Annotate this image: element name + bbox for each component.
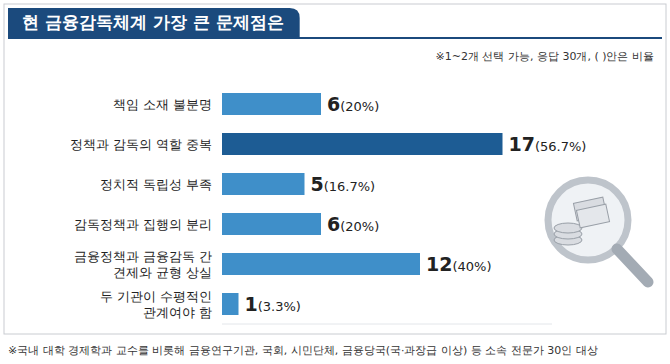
x-axis-line [222, 324, 552, 325]
footnote: ※국내 대학 경제학과 교수를 비롯해 금융연구기관, 국회, 시민단체, 금융… [8, 344, 598, 357]
bar [222, 293, 239, 315]
data-label: 6(20%) [327, 213, 379, 235]
category-label: 감독정책과 집행의 분리 [74, 217, 212, 232]
title: 현 금융감독체계 가장 큰 문제점은 [22, 12, 284, 32]
bills [576, 204, 609, 228]
frame [4, 4, 666, 334]
bars [222, 93, 503, 315]
category-label: 책임 소재 불분명 [113, 97, 212, 112]
bar [222, 213, 321, 235]
data-label: 1(3.3%) [245, 293, 301, 315]
magnifier-icon [548, 180, 648, 282]
handle [617, 249, 648, 282]
data-label: 12(40%) [426, 253, 492, 275]
chart: 현 금융감독체계 가장 큰 문제점은 ※1~2개 선택 가능, 응답 30개, (… [0, 0, 670, 364]
data-label: 6(20%) [327, 93, 379, 115]
bar [222, 253, 420, 275]
title-rule [8, 37, 662, 39]
category-label: 두 기관이 수평적인관계여야 함 [100, 289, 212, 320]
bar [222, 93, 321, 115]
bar [222, 133, 503, 155]
coin [554, 223, 582, 233]
data-label: 5(16.7%) [311, 173, 376, 195]
bar [222, 173, 305, 195]
subtitle: ※1~2개 선택 가능, 응답 30개, ( )안은 비율 [436, 50, 654, 63]
category-label: 정치적 독립성 부족 [100, 177, 212, 192]
category-label: 금융정책과 금융감독 간견제와 균형 상실 [74, 249, 212, 280]
category-label: 정책과 감독의 역할 중복 [70, 137, 212, 152]
title-banner [8, 8, 300, 38]
data-label: 17(56.7%) [509, 133, 587, 155]
